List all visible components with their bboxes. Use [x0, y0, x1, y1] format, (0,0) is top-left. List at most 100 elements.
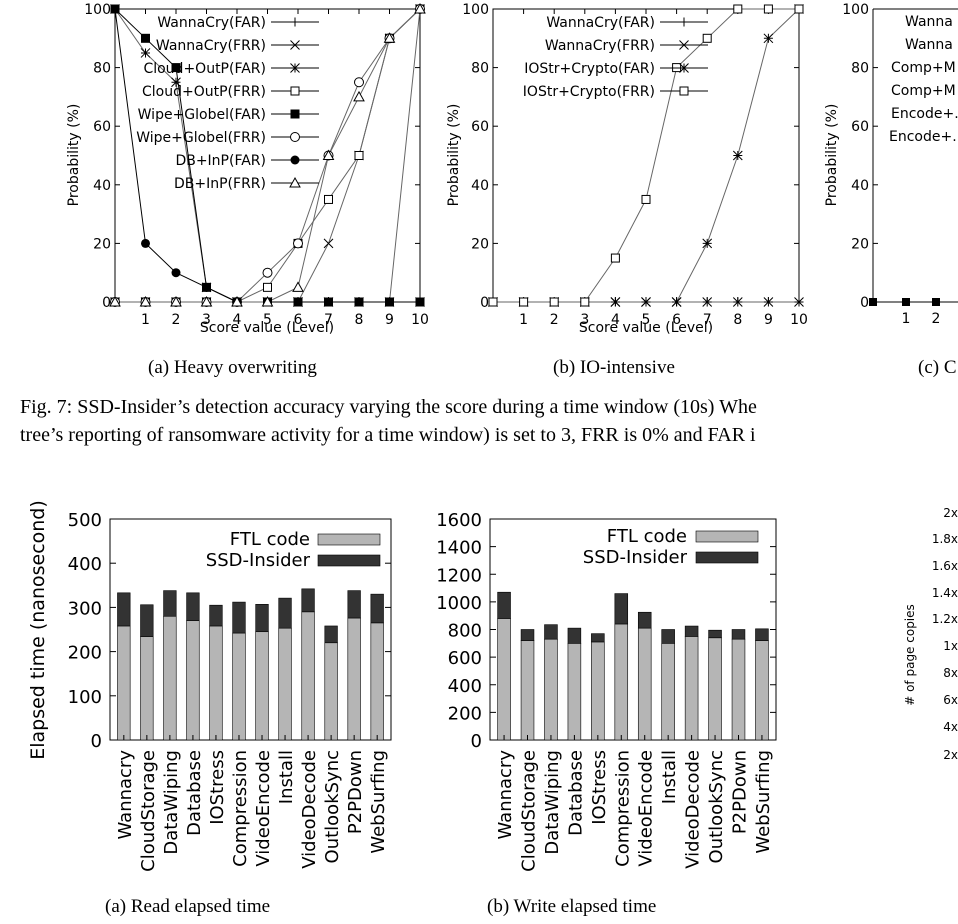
- chart-page-copies-partial: # of page copies 2x 1.8x 1.6x 1.4x 1.2x 1x 8x 6…: [903, 506, 958, 762]
- data-point: [170, 295, 182, 307]
- x-tick-label: 10: [790, 312, 808, 328]
- data-point: [354, 77, 364, 88]
- data-point: [293, 238, 303, 249]
- bar-segment: [731, 629, 746, 640]
- x-tick-label: 7: [703, 312, 712, 328]
- y-tick-label: 80: [471, 61, 489, 77]
- y-tick-label: 100: [842, 2, 869, 18]
- bar-segment: [255, 604, 269, 633]
- legend-swatch: [695, 530, 759, 543]
- chart-heavy-overwriting: 0 20 40 60 80 100 1 2 3 4 5 6 7 8 9 10 Probability (%)…: [66, 2, 429, 336]
- bar-segment: [232, 601, 246, 634]
- bar-segment: [209, 625, 223, 741]
- bar-segment: [186, 592, 200, 621]
- y-axis-label: Probability (%): [824, 104, 840, 207]
- y-tick-label: 1x: [943, 639, 958, 653]
- y-tick-label: 600: [448, 648, 482, 669]
- figure-caption-line-2: tree’s reporting of ransomware activity …: [20, 424, 756, 446]
- chart-io-intensive: 0 20 40 60 80 100 1 2 3 4 5 6 7 8 9 10 Probability (%)…: [446, 2, 808, 336]
- bar-segment: [520, 629, 535, 641]
- bar-segment: [117, 625, 131, 741]
- data-point: [293, 297, 303, 307]
- x-tick-label: IOStress: [589, 750, 610, 825]
- y-tick-label: 80: [93, 61, 111, 77]
- data-point: [200, 295, 213, 307]
- data-point: [140, 48, 151, 58]
- data-point: [292, 281, 304, 292]
- x-tick-label: VideoDecode: [683, 750, 704, 869]
- x-tick-label: 2: [550, 312, 559, 328]
- x-tick-label: Wannacry: [495, 750, 516, 840]
- data-point: [263, 282, 272, 292]
- bar-segment: [637, 627, 652, 741]
- y-axis-label: Elapsed time (nanosecond): [27, 500, 49, 760]
- y-tick-label: 100: [462, 2, 489, 18]
- x-tick-label: 6: [294, 312, 303, 328]
- y-tick-label: 1600: [436, 510, 482, 531]
- legend-entry-label: Comp+M: [891, 60, 956, 76]
- data-point: [324, 297, 333, 307]
- chart-c-partial: 0 20 40 60 80 100 Probability (%) 1 2 Wanna W…: [824, 2, 958, 327]
- legend-entry-label: DB+InP(FAR): [175, 153, 266, 169]
- bar-segment: [567, 643, 582, 741]
- data-point: [702, 33, 712, 43]
- y-tick-label: 1.2x: [932, 612, 958, 626]
- bar-segment: [324, 642, 338, 741]
- data-point: [262, 267, 273, 278]
- data-point: [385, 297, 394, 307]
- bar-segment: [324, 625, 338, 644]
- legend-entry-label: Wanna: [905, 14, 953, 30]
- x-axis-label: Score value (Level): [579, 320, 713, 336]
- bar-segment: [301, 588, 315, 613]
- legend-entry-label: Cloud+OutP(FAR): [143, 61, 266, 77]
- data-point: [290, 155, 300, 165]
- data-point: [679, 17, 689, 27]
- data-point: [109, 295, 121, 307]
- data-point: [171, 268, 181, 278]
- bar-segment: [232, 632, 246, 741]
- y-tick-label: 500: [68, 510, 102, 531]
- y-tick-label: 6x: [943, 693, 958, 707]
- bar-segment: [278, 597, 292, 629]
- data-point: [415, 297, 425, 307]
- data-point: [171, 63, 181, 73]
- legend-entry-label: Wanna: [905, 37, 953, 53]
- x-tick-label: 5: [642, 312, 651, 328]
- data-point: [763, 33, 774, 44]
- data-point: [322, 149, 335, 160]
- y-tick-label: 200: [448, 703, 482, 724]
- data-point: [641, 297, 651, 307]
- bar-segment: [370, 593, 384, 624]
- y-tick-label: 400: [448, 676, 482, 697]
- bar-segment: [255, 631, 269, 741]
- x-tick-label: Database: [184, 750, 205, 836]
- bar-segment: [497, 618, 511, 741]
- bar-segment: [186, 620, 200, 741]
- x-tick-label: WebSurfing: [368, 750, 389, 854]
- x-tick-label: OutlookSync: [706, 750, 727, 863]
- legend-entry-label: IOStr+Crypto(FRR): [523, 84, 655, 100]
- data-point: [794, 297, 804, 307]
- data-point: [679, 86, 689, 96]
- y-tick-label: 4x: [943, 720, 958, 734]
- x-tick-label: VideoDecode: [299, 750, 320, 869]
- y-tick-label: 400: [68, 554, 102, 575]
- bar-segment: [637, 611, 652, 629]
- x-tick-label: CloudStorage: [519, 750, 540, 872]
- x-tick-label: 3: [202, 312, 211, 328]
- data-point: [488, 297, 498, 307]
- data-point: [290, 40, 300, 50]
- y-tick-label: 1000: [436, 593, 482, 614]
- data-point: [139, 295, 152, 307]
- y-tick-label: 40: [851, 178, 869, 194]
- y-tick-label: 60: [93, 119, 111, 135]
- y-tick-label: 100: [68, 687, 102, 708]
- data-point: [869, 298, 877, 306]
- data-point: [610, 297, 621, 307]
- y-tick-label: 1400: [436, 538, 482, 559]
- y-tick-label: 0: [480, 295, 489, 311]
- data-point: [290, 86, 300, 96]
- x-tick-label: 7: [324, 312, 333, 328]
- data-point: [671, 297, 682, 307]
